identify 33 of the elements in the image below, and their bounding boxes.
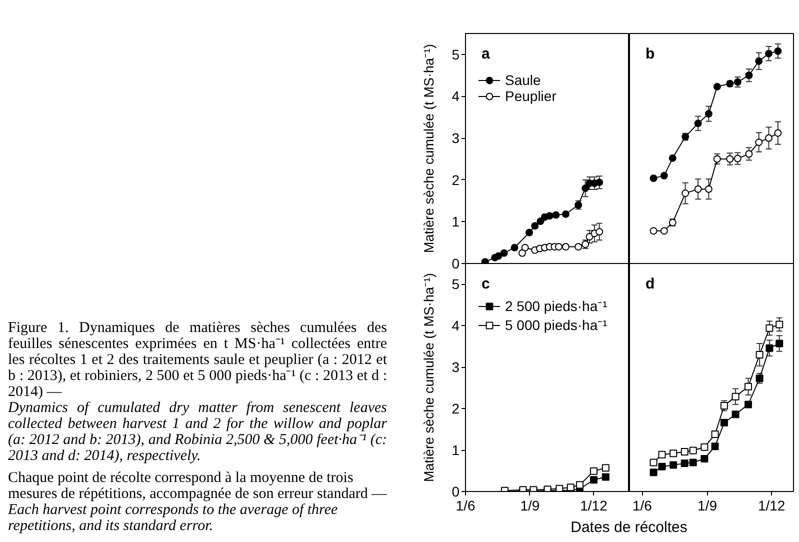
text: b: [646, 46, 655, 62]
y-tick-label: 5: [452, 46, 460, 62]
x-tick-label: 1/9: [698, 498, 718, 514]
text: c: [482, 276, 490, 292]
y-tick-label: 5: [452, 276, 460, 292]
y-tick-label: 2: [452, 400, 460, 417]
text: Dynamics of cumulated dry matter from senescent leaves collected between harvest 1 and 2 for the willow and poplar (a: 2012 and b: 2013), and Robinia 2,500 & 5,000 feet·ha⁻¹ (c: 2013 and d: 2014), respectively.: [8, 400, 387, 464]
y-tick-label: 0: [452, 484, 460, 500]
y-tick-label: 4: [452, 88, 460, 104]
x-tick-label: 1/6: [632, 498, 652, 514]
y-tick-label: 3: [452, 130, 460, 146]
y-tick-label: 1: [452, 442, 460, 458]
y-tick-label: 0: [452, 256, 460, 272]
legend-label: Saule: [505, 72, 541, 88]
x-tick-label: 1/9: [520, 498, 540, 514]
caption: Figure 1. Dynamiques de matières sèches cumulées des feuilles sénescentes exprimées en t MS·ha⁻¹ collectées entre les récoltes 1 et 2 des traitements saule et peuplier (a : 2012 et b : 2013), et robiniers, 2 500 et 5 000 pieds·ha⁻¹ (c : 2013 et d : 2014) —: [8, 320, 387, 400]
text: Each harvest point corresponds to the average of three repetitions, and its standard error.: [8, 502, 339, 534]
x-tick-label: 1/6: [456, 498, 476, 514]
y-axis-title: Matière sèche cumulée (t MS·ha⁻¹): [422, 272, 437, 482]
legend-label: 2 500 pieds·ha⁻¹: [505, 297, 608, 315]
text: Chaque point de récolte correspond à la moyenne de trois mesures de répétitions, accompagnée de son erreur standard —: [8, 470, 387, 502]
legend-label: 5 000 pieds·ha⁻¹: [505, 316, 608, 334]
y-tick-label: 3: [452, 359, 460, 376]
x-tick-label: 1/12: [758, 498, 786, 514]
legend-label: Peuplier: [505, 88, 556, 104]
y-tick-label: 4: [452, 318, 460, 334]
x-tick-label: 1/12: [580, 498, 608, 514]
y-tick-label: 1: [452, 214, 460, 230]
y-tick-label: 2: [452, 172, 460, 188]
x-axis-title: Dates de récoltes: [570, 518, 688, 538]
text: d: [646, 276, 655, 292]
y-axis-title: Matière sèche cumulée (t MS·ha⁻¹): [422, 44, 437, 254]
text: a: [482, 46, 490, 62]
